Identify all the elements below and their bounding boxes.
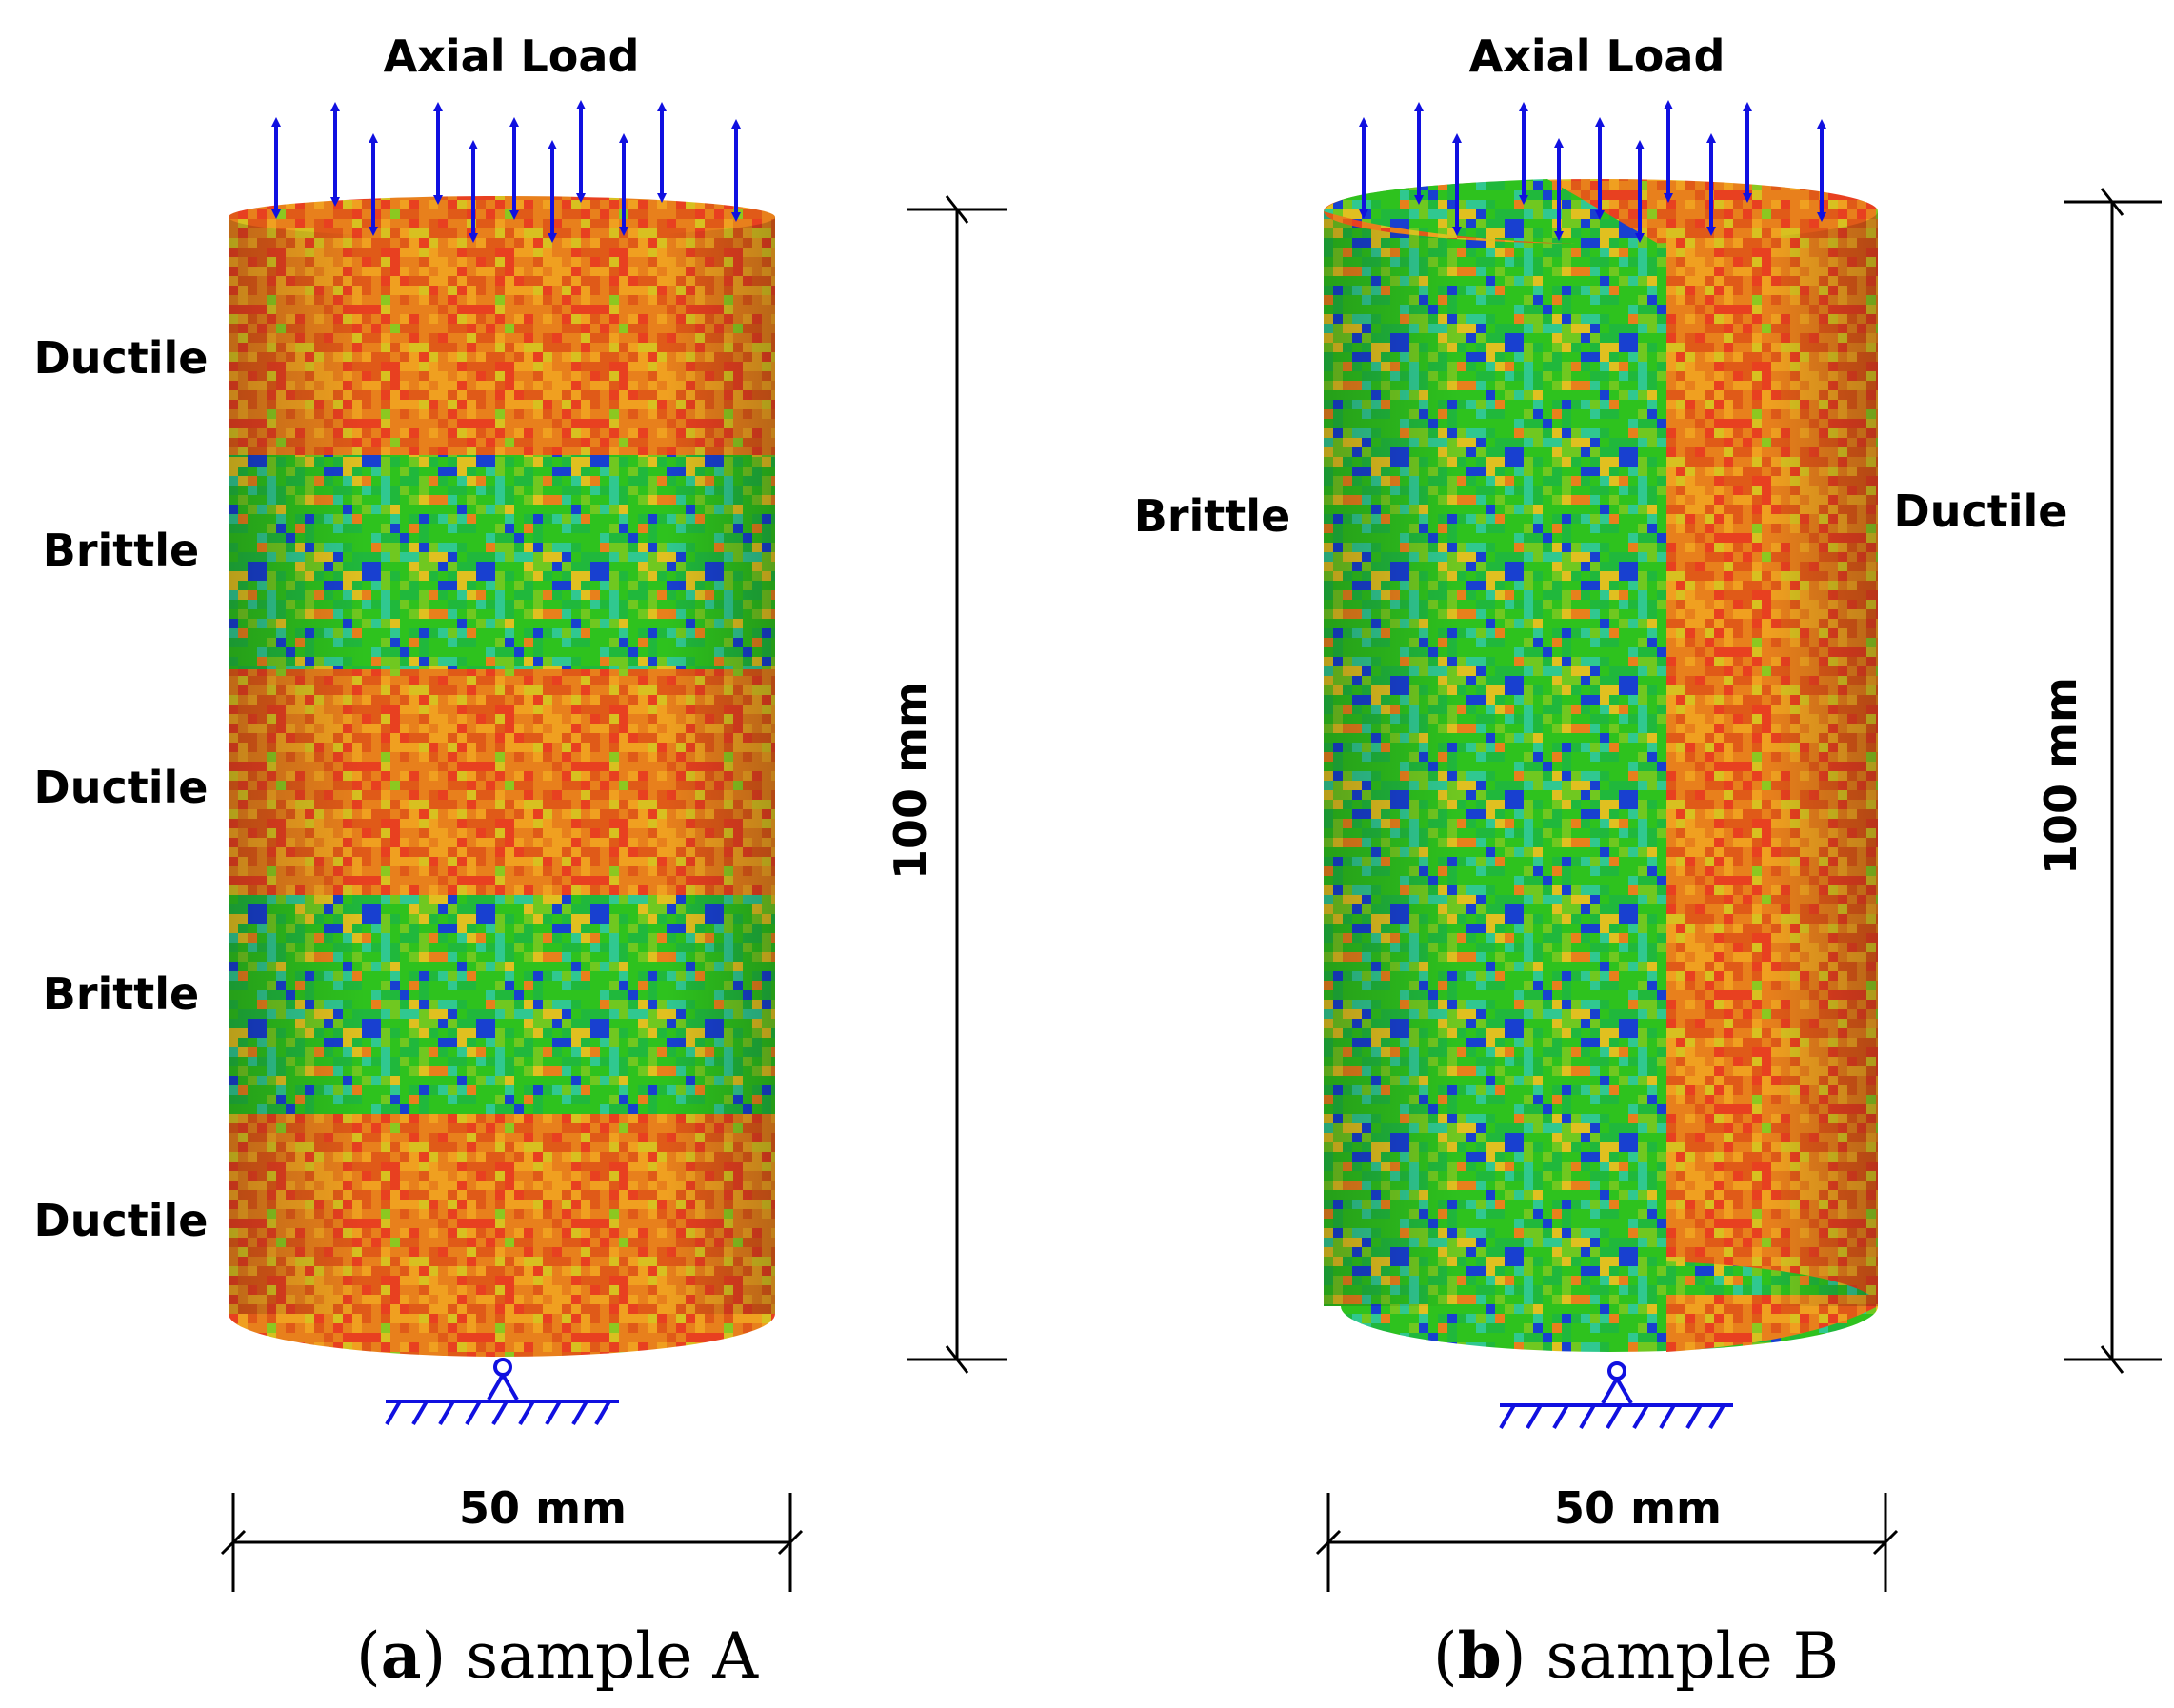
caption-text-a: sample A [466, 1619, 759, 1693]
width-dimension-b [1315, 1493, 1899, 1592]
panel-b: Axial Load Brittle Ductile [1134, 30, 2162, 1693]
axial-load-label-a: Axial Load [384, 30, 640, 82]
layer-label-a-2: Brittle [43, 525, 199, 576]
caption-letter-a: a [381, 1619, 422, 1693]
layer-label-a-5: Ductile [34, 1195, 209, 1246]
layer-label-a-4: Brittle [43, 968, 199, 1020]
load-arrows-b [1359, 100, 1826, 243]
cylinder-a-top [229, 196, 775, 238]
caption-b: (b) sample B [1433, 1619, 1839, 1693]
height-label-a: 100 mm [885, 682, 936, 880]
layer-label-a-3: Ductile [34, 762, 209, 813]
cylinder-a [229, 196, 775, 1357]
height-dimension-b [2064, 188, 2162, 1374]
cylinder-b [1324, 179, 1878, 1352]
support-b [1499, 1361, 1733, 1430]
support-a [385, 1358, 619, 1426]
layer-label-a-1: Ductile [34, 332, 209, 384]
panel-a: Axial Load Ductile Brittle Ducti [34, 30, 1007, 1693]
width-label-a: 50 mm [459, 1482, 627, 1534]
side-label-b-right: Ductile [1894, 486, 2068, 537]
height-dimension-a [907, 195, 1007, 1374]
cylinder-b-bottom-ductile [1666, 1295, 1878, 1352]
caption-letter-b: b [1458, 1619, 1502, 1693]
cylinder-a-shading [229, 217, 775, 1314]
width-dimension-a [220, 1493, 804, 1592]
caption-text-b: sample B [1546, 1619, 1839, 1693]
cylinder-b-shading [1324, 211, 1878, 1306]
height-label-b: 100 mm [2035, 677, 2086, 875]
caption-a: (a) sample A [356, 1619, 759, 1693]
width-label-b: 50 mm [1554, 1482, 1722, 1534]
side-label-b-left: Brittle [1134, 490, 1290, 542]
load-arrows-a [271, 100, 741, 243]
cylinder-b-top-brittle [1324, 179, 1662, 246]
axial-load-label-b: Axial Load [1469, 30, 1725, 82]
